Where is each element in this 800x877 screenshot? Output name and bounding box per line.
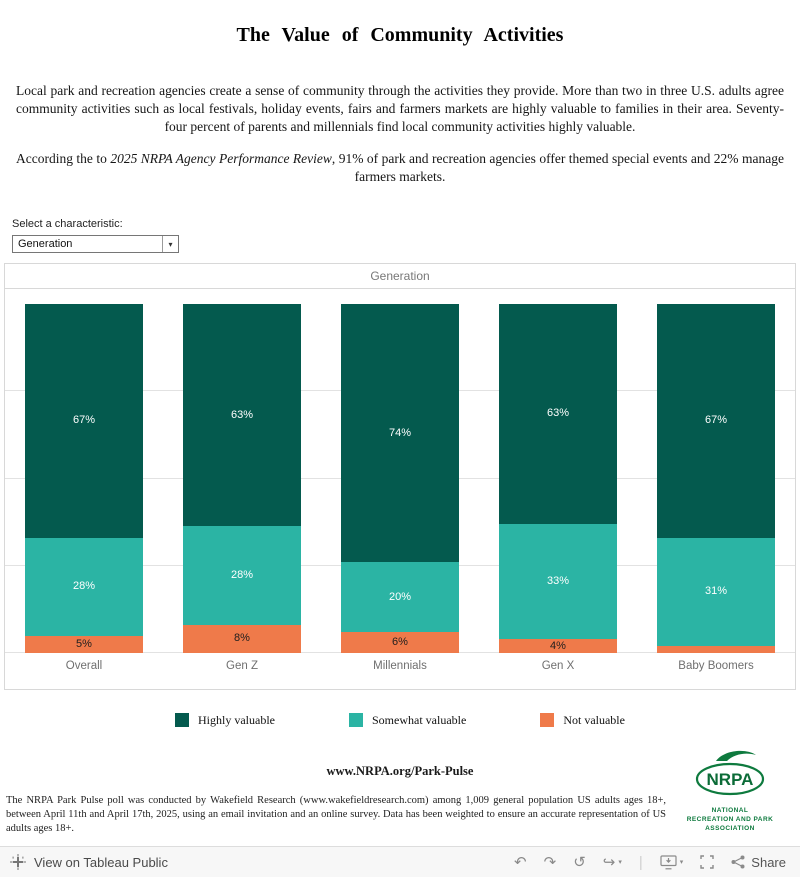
download-button[interactable]: ▾ xyxy=(660,854,684,870)
logo-subtext-line2: RECREATION AND PARK xyxy=(686,816,774,823)
bar-column: 74% 20% 6% xyxy=(321,304,479,653)
bar-segment[interactable]: 4% xyxy=(498,639,618,653)
category-label[interactable]: Overall xyxy=(65,660,103,672)
category-label[interactable]: Baby Boomers xyxy=(678,660,754,672)
share-label: Share xyxy=(751,854,786,870)
fullscreen-icon xyxy=(700,855,714,869)
bar-segment[interactable]: 28% xyxy=(24,537,144,636)
page-title: The Value of Community Activities xyxy=(236,24,564,46)
bar-segment[interactable]: 74% xyxy=(340,304,460,563)
bar-segment-label: 5% xyxy=(76,637,92,650)
intro-paragraph-2: According the to 2025 NRPA Agency Perfor… xyxy=(16,150,784,186)
replay-arrow-icon: ↪ xyxy=(602,853,616,871)
bar-segment-label: 67% xyxy=(704,414,728,427)
bar-column: 63% 28% 8% xyxy=(163,304,321,653)
bar-segment-label: 67% xyxy=(72,414,96,427)
bar-segment-label: 6% xyxy=(392,636,408,649)
bar-segment-label: 28% xyxy=(72,580,96,593)
stacked-bar-chart: Generation 67% 28% 5% 63% 28% 8% 74% 20% 6% 63% 33… xyxy=(4,263,796,690)
bar-segment[interactable]: 63% xyxy=(182,304,302,527)
reset-icon[interactable]: ↺ xyxy=(573,853,586,871)
category-row: Overall Gen Z Millennials Gen X Baby Boomers xyxy=(5,653,795,672)
dropdown-selected-value: Generation xyxy=(18,238,73,250)
stacked-bar-millennials: 74% 20% 6% xyxy=(340,304,460,653)
paragraph2-prefix: According the to xyxy=(16,151,111,166)
stacked-bar-overall: 67% 28% 5% xyxy=(24,304,144,653)
bar-column: 63% 33% 4% xyxy=(479,304,637,653)
chevron-down-icon: ▾ xyxy=(162,236,178,252)
category-label[interactable]: Gen Z xyxy=(226,660,258,672)
bar-segment[interactable]: 20% xyxy=(340,562,460,633)
intro-paragraph-1: Local park and recreation agencies creat… xyxy=(16,83,784,134)
bar-segment-label: 63% xyxy=(546,407,570,420)
replay-caret-icon: ▾ xyxy=(618,858,622,866)
bar-segment[interactable]: 6% xyxy=(340,632,460,653)
logo-subtext-line1: NATIONAL xyxy=(711,807,749,814)
toolbar-separator: | xyxy=(638,853,643,871)
legend-item[interactable]: Somewhat valuable xyxy=(349,713,466,728)
logo-subtext-line3: ASSOCIATION xyxy=(705,825,755,832)
legend-label: Somewhat valuable xyxy=(372,712,467,727)
fullscreen-button[interactable] xyxy=(700,855,714,869)
chart-column-header: Generation xyxy=(5,264,795,289)
bar-segment-label: 4% xyxy=(550,639,566,652)
methodology-disclaimer: The NRPA Park Pulse poll was conducted b… xyxy=(6,795,666,834)
view-on-tableau-public-label: View on Tableau Public xyxy=(34,854,168,870)
paragraph2-suffix: , 91% of park and recreation agencies of… xyxy=(331,151,784,184)
legend-item[interactable]: Highly valuable xyxy=(175,713,275,728)
stacked-bar-gen-z: 63% 28% 8% xyxy=(182,304,302,653)
download-caret-icon: ▾ xyxy=(679,858,684,866)
tableau-toolbar: View on Tableau Public ↶ ↷ ↺ ↪ ▾ | ▾ xyxy=(0,846,800,877)
undo-icon[interactable]: ↶ xyxy=(514,853,527,871)
bar-segment[interactable]: 5% xyxy=(24,635,144,653)
redo-icon[interactable]: ↷ xyxy=(543,853,557,871)
legend-item[interactable]: Not valuable xyxy=(540,713,625,728)
legend-swatch xyxy=(175,713,190,727)
view-on-tableau-public-link[interactable]: View on Tableau Public xyxy=(10,854,514,870)
bar-segment[interactable]: 28% xyxy=(182,526,302,625)
characteristic-selector-label: Select a characteristic: xyxy=(12,218,123,230)
bar-segment-label: 28% xyxy=(230,568,254,581)
tableau-logo-icon xyxy=(10,854,26,870)
plot-region: 67% 28% 5% 63% 28% 8% 74% 20% 6% 63% 33% 4% 67% 31% xyxy=(5,290,795,653)
stacked-bar-gen-x: 63% 33% 4% xyxy=(498,304,618,653)
bar-segment[interactable] xyxy=(656,646,776,653)
bar-segment-label: 31% xyxy=(704,585,728,598)
bar-column: 67% 31% xyxy=(637,304,795,653)
share-button[interactable]: Share xyxy=(731,855,786,870)
legend-swatch xyxy=(349,713,363,727)
bar-segment-label: 33% xyxy=(546,574,570,587)
bar-segment[interactable]: 8% xyxy=(182,624,302,653)
bar-segment-label: 8% xyxy=(234,632,250,645)
nrpa-logo: NRPA NATIONAL RECREATION AND PARK ASSOCI… xyxy=(684,748,776,833)
bar-segment-label: 74% xyxy=(388,426,412,439)
legend-swatch xyxy=(540,713,555,727)
legend-label: Highly valuable xyxy=(198,712,275,727)
bar-segment-label: 63% xyxy=(230,408,254,421)
chart-legend: Highly valuable Somewhat valuable Not valu… xyxy=(0,702,800,738)
bar-column: 67% 28% 5% xyxy=(5,304,163,653)
nrpa-logo-mark: NRPA xyxy=(695,750,765,796)
bar-segment[interactable]: 67% xyxy=(24,304,144,538)
bar-segment[interactable]: 33% xyxy=(498,523,618,640)
bar-segment[interactable]: 63% xyxy=(498,304,618,524)
bar-segment[interactable]: 31% xyxy=(656,537,776,647)
share-icon xyxy=(731,855,745,869)
park-pulse-url: www.NRPA.org/Park-Pulse xyxy=(326,764,474,778)
legend-label: Not valuable xyxy=(563,712,625,727)
paragraph2-report-title: 2025 NRPA Agency Performance Review xyxy=(110,151,332,166)
category-label[interactable]: Millennials xyxy=(373,660,427,672)
nrpa-logo-acronym: NRPA xyxy=(707,770,754,789)
bar-segment-label: 20% xyxy=(388,590,412,603)
bars-row: 67% 28% 5% 63% 28% 8% 74% 20% 6% 63% 33% 4% 67% 31% xyxy=(5,304,795,653)
stacked-bar-baby-boomers: 67% 31% xyxy=(656,304,776,653)
bar-segment[interactable]: 67% xyxy=(656,304,776,538)
characteristic-dropdown[interactable]: Generation ▾ xyxy=(12,235,179,253)
category-label[interactable]: Gen X xyxy=(541,660,575,672)
replay-icon[interactable]: ↪ ▾ xyxy=(603,855,622,870)
download-icon xyxy=(660,854,677,869)
